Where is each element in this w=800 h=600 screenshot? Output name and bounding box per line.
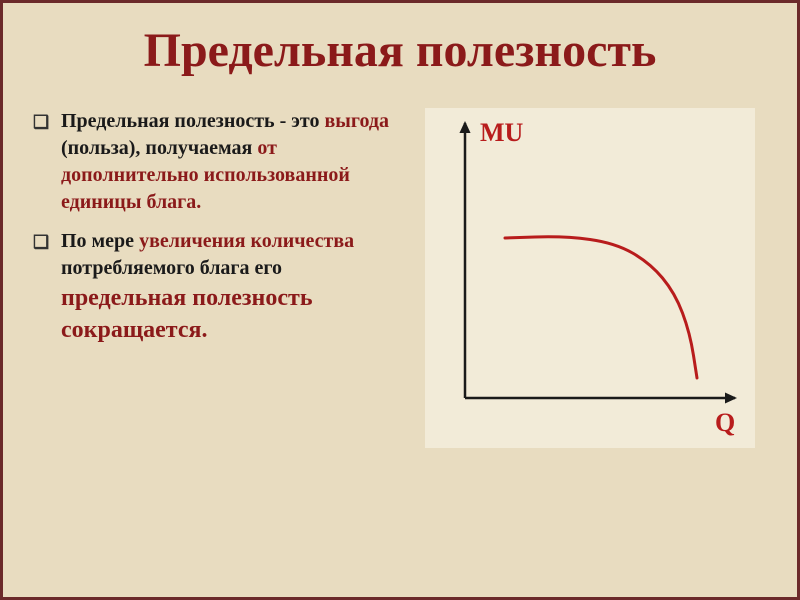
slide-title: Предельная полезность bbox=[33, 23, 767, 78]
slide: Предельная полезность Предельная полезно… bbox=[0, 0, 800, 600]
bullet-item: Предельная полезность - это выгода (поль… bbox=[33, 108, 393, 216]
text-segment: потребляемого блага его bbox=[61, 257, 282, 279]
chart-svg bbox=[425, 108, 755, 448]
bullet-item: По мере увеличения количества потребляем… bbox=[33, 228, 393, 347]
bullet-list: Предельная полезность - это выгода (поль… bbox=[33, 108, 393, 347]
text-segment: (польза), получаемая bbox=[61, 137, 257, 159]
y-axis-label: MU bbox=[480, 118, 523, 148]
text-column: Предельная полезность - это выгода (поль… bbox=[33, 108, 393, 448]
text-segment: По мере bbox=[61, 230, 139, 252]
x-axis-label: Q bbox=[715, 408, 735, 438]
chart-box: MU Q bbox=[425, 108, 755, 448]
content-row: Предельная полезность - это выгода (поль… bbox=[33, 108, 767, 448]
text-segment: выгода bbox=[325, 110, 390, 132]
text-segment: предельная полезность сокращается. bbox=[61, 285, 313, 343]
text-segment: Предельная полезность - это bbox=[61, 110, 325, 132]
text-segment: увеличения количества bbox=[139, 230, 354, 252]
chart-column: MU Q bbox=[413, 108, 767, 448]
